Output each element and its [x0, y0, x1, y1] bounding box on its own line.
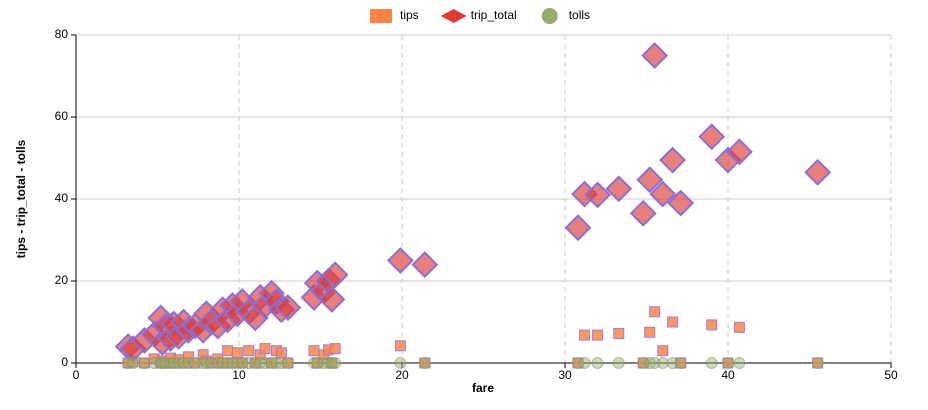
point	[657, 345, 669, 357]
point	[613, 327, 625, 339]
point	[579, 329, 591, 341]
point	[572, 357, 585, 369]
point	[159, 357, 172, 369]
point	[667, 316, 679, 328]
point	[182, 357, 195, 369]
point	[705, 357, 718, 369]
point	[667, 189, 695, 217]
point	[167, 357, 180, 369]
y-axis-title: tips - trip_total - tolls	[14, 139, 28, 258]
legend: tips trip_total tolls	[370, 8, 590, 24]
x-tick-label: 10	[232, 368, 246, 382]
legend-label: tolls	[569, 8, 590, 22]
point	[329, 343, 341, 355]
point	[649, 306, 661, 318]
series	[114, 42, 832, 363]
point	[308, 345, 320, 357]
legend-label: tips	[400, 8, 419, 22]
point	[236, 357, 249, 369]
point	[605, 175, 633, 203]
point	[322, 357, 335, 369]
y-tick-label: 20	[55, 273, 69, 287]
point	[733, 321, 745, 333]
point	[666, 357, 679, 369]
point	[275, 347, 287, 359]
x-tick-label: 30	[558, 368, 572, 382]
point	[592, 329, 604, 341]
legend-label: trip_total	[471, 8, 517, 22]
point	[216, 357, 229, 369]
x-tick-label: 20	[395, 368, 409, 382]
point	[394, 340, 406, 352]
point	[329, 357, 342, 369]
point	[231, 347, 243, 359]
point	[127, 357, 140, 369]
x-axis-title: fare	[472, 381, 494, 395]
point	[394, 357, 407, 369]
point	[674, 357, 687, 369]
y-tick-label: 0	[61, 355, 68, 369]
point	[804, 158, 832, 186]
point	[698, 123, 726, 151]
point	[659, 146, 686, 174]
point	[811, 357, 824, 369]
point	[275, 357, 288, 369]
point	[636, 166, 664, 194]
point	[706, 319, 718, 331]
point	[564, 214, 592, 242]
point	[725, 138, 753, 166]
point	[591, 357, 604, 369]
point	[164, 357, 177, 369]
point	[259, 343, 271, 355]
series	[122, 357, 824, 369]
x-tick-label: 50	[884, 368, 898, 382]
legend-icon	[541, 8, 558, 24]
point	[641, 42, 669, 69]
x-tick-label: 40	[721, 368, 735, 382]
x-tick-label: 0	[73, 368, 80, 382]
point	[211, 357, 224, 369]
point	[281, 357, 294, 369]
y-tick-label: 60	[55, 109, 69, 123]
point	[325, 357, 338, 369]
point	[643, 357, 656, 369]
point	[197, 357, 210, 369]
legend-icon	[440, 9, 467, 23]
point	[249, 357, 262, 369]
point	[122, 357, 135, 369]
point	[649, 180, 677, 208]
y-tick-label: 40	[55, 191, 69, 205]
y-tick-label: 80	[55, 27, 69, 41]
point	[418, 357, 431, 369]
point	[243, 345, 255, 357]
point	[318, 286, 346, 313]
point	[222, 345, 234, 357]
point	[386, 247, 414, 274]
point	[722, 357, 734, 369]
point	[265, 357, 278, 369]
point	[584, 181, 612, 209]
point	[274, 294, 302, 322]
point	[656, 357, 669, 369]
point	[644, 326, 656, 338]
point	[578, 357, 591, 369]
point	[321, 261, 349, 289]
point	[307, 357, 320, 369]
point	[172, 357, 185, 369]
point	[629, 199, 657, 227]
point	[138, 357, 151, 369]
point	[733, 357, 746, 369]
point	[612, 357, 625, 369]
legend-icon	[370, 9, 392, 23]
point	[226, 357, 239, 369]
point	[411, 251, 439, 279]
point	[648, 357, 661, 369]
point	[221, 357, 234, 369]
